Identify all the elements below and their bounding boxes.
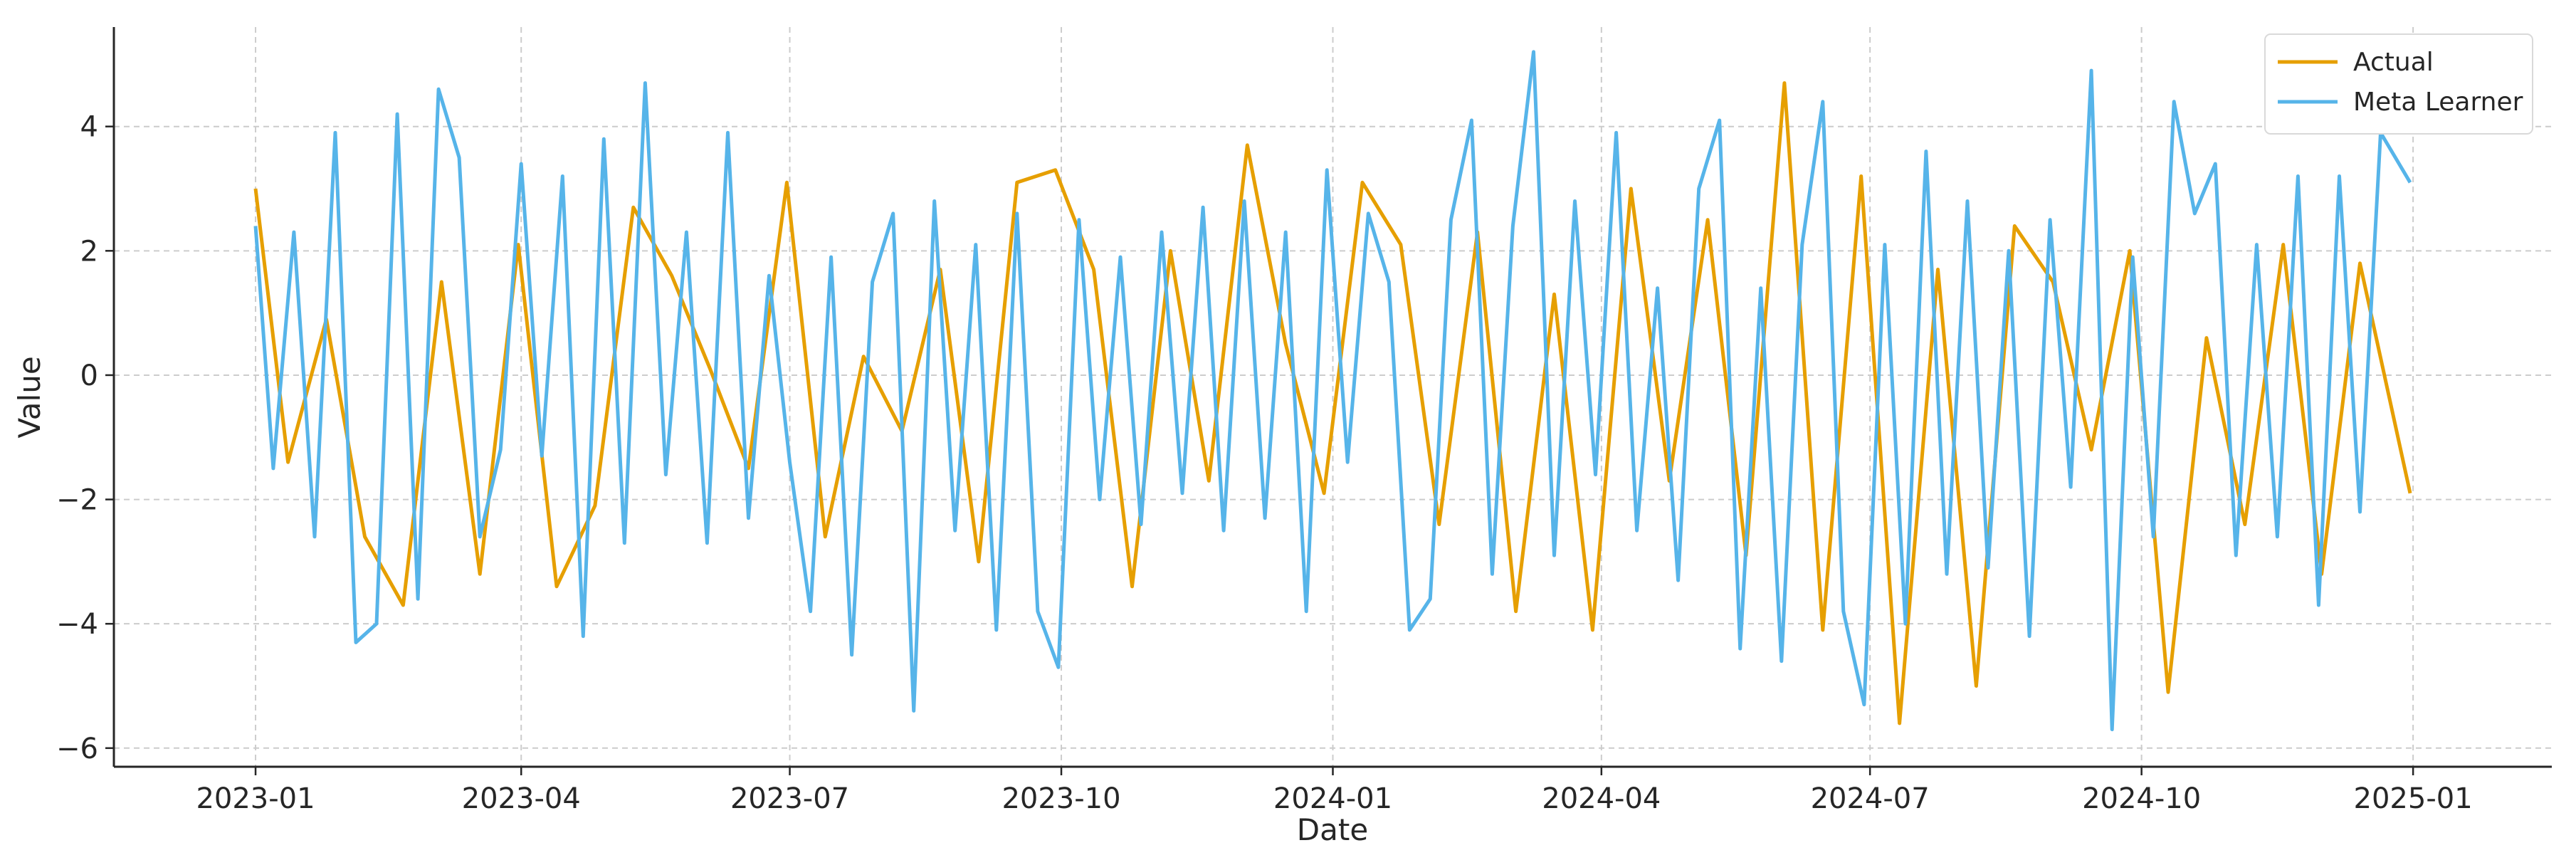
x-ticks: 2023-01 2023-04 2023-07 2023-10 2024-01 2024-…	[196, 767, 2473, 815]
y-tick-label: 4	[80, 111, 98, 144]
series-group	[253, 50, 2412, 732]
legend: Actual Meta Learner	[2264, 33, 2533, 135]
y-tick-label: 2	[80, 235, 98, 268]
x-tick-label: 2024-01	[1273, 782, 1392, 815]
y-axis-label: Value	[12, 356, 47, 438]
series-line-meta-learner	[253, 50, 2412, 732]
x-tick-label: 2024-10	[2082, 782, 2201, 815]
y-tick-label: −2	[56, 484, 98, 517]
grid	[114, 27, 2552, 767]
legend-label-meta-learner: Meta Learner	[2353, 88, 2523, 117]
series-line-actual	[253, 81, 2412, 725]
legend-label-actual: Actual	[2353, 48, 2434, 77]
legend-box	[2264, 33, 2533, 135]
x-axis-label: Date	[1297, 812, 1368, 847]
x-tick-label: 2023-01	[196, 782, 315, 815]
x-tick-label: 2023-10	[1002, 782, 1120, 815]
x-tick-label: 2024-04	[1542, 782, 1661, 815]
y-ticks: −6 −4 −2 0 2 4	[56, 111, 114, 765]
y-tick-label: 0	[80, 360, 98, 392]
y-tick-label: −4	[56, 608, 98, 641]
y-tick-label: −6	[56, 733, 98, 765]
x-tick-label: 2025-01	[2354, 782, 2473, 815]
x-tick-label: 2024-07	[1811, 782, 1930, 815]
x-tick-label: 2023-07	[730, 782, 849, 815]
x-tick-label: 2023-04	[462, 782, 581, 815]
